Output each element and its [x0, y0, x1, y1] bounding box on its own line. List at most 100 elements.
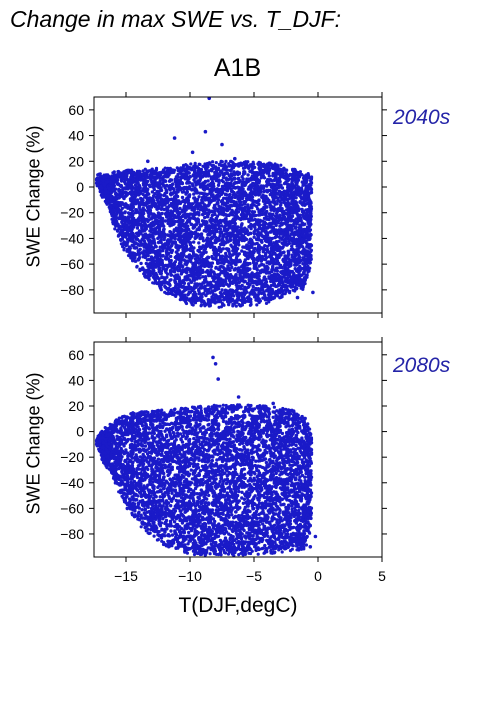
data-point [288, 258, 292, 263]
data-point [167, 246, 171, 250]
data-point [185, 285, 190, 289]
data-point [109, 191, 113, 195]
data-point [239, 200, 243, 204]
data-point [230, 253, 234, 257]
data-point [228, 184, 233, 188]
data-point [202, 192, 206, 196]
data-point [239, 291, 244, 295]
data-point [186, 204, 191, 208]
data-point [262, 176, 267, 180]
data-point [156, 236, 160, 241]
data-point [277, 276, 281, 280]
data-point [275, 266, 279, 270]
data-point [250, 214, 254, 218]
data-point [155, 273, 159, 277]
data-point [213, 205, 217, 209]
data-point [235, 202, 239, 206]
data-point [227, 278, 232, 283]
data-point [201, 275, 205, 279]
data-point [194, 188, 198, 192]
data-point [199, 234, 204, 239]
data-point [150, 240, 154, 245]
data-point [200, 258, 204, 263]
data-point [224, 297, 229, 302]
data-point [219, 199, 224, 204]
data-point [308, 228, 313, 232]
data-point [231, 224, 235, 229]
data-point [134, 178, 139, 182]
data-point [290, 211, 294, 215]
data-point [169, 273, 173, 277]
data-point [234, 278, 238, 282]
data-point [227, 174, 232, 178]
data-point [201, 212, 205, 217]
data-point [252, 280, 257, 284]
data-point [192, 169, 197, 173]
data-point [246, 203, 250, 207]
data-point [284, 284, 289, 288]
data-point [138, 208, 143, 212]
data-point [299, 240, 304, 244]
data-point [183, 245, 187, 250]
data-point [115, 181, 120, 186]
data-point [220, 212, 224, 216]
data-point [197, 195, 201, 199]
data-point [213, 170, 217, 175]
data-point [255, 228, 259, 232]
data-point [269, 222, 273, 226]
data-point [148, 244, 152, 248]
data-point [224, 258, 229, 262]
data-point [197, 288, 201, 292]
data-point [149, 217, 154, 221]
data-point [166, 184, 171, 188]
data-point [308, 233, 313, 237]
data-point [262, 276, 266, 280]
data-point [286, 234, 290, 239]
data-point [187, 267, 191, 271]
data-point [291, 199, 296, 204]
data-point [253, 272, 257, 277]
data-point [251, 218, 255, 222]
data-point [277, 255, 281, 260]
data-point [166, 218, 170, 223]
data-point [153, 249, 157, 254]
data-point [230, 178, 234, 182]
data-point [231, 199, 235, 204]
data-point [146, 251, 151, 255]
data-point [307, 216, 311, 220]
data-point [221, 167, 225, 171]
data-point [268, 239, 272, 243]
data-point [275, 245, 280, 249]
data-point [141, 210, 145, 215]
data-point [278, 228, 283, 232]
data-point [284, 259, 288, 263]
data-point [130, 209, 135, 213]
data-point [267, 217, 271, 222]
data-point [211, 292, 216, 297]
data-point [291, 176, 295, 181]
data-point [257, 279, 261, 283]
data-point [296, 247, 300, 252]
data-point [203, 262, 207, 266]
data-point [182, 213, 186, 217]
data-point [227, 239, 232, 243]
data-point [255, 200, 259, 205]
data-point [255, 282, 259, 287]
data-point [308, 221, 312, 225]
data-point [204, 184, 208, 189]
data-point [188, 212, 192, 216]
data-point [237, 280, 241, 285]
data-point [208, 183, 212, 187]
data-point [271, 212, 275, 217]
data-point [137, 229, 142, 233]
data-point [259, 287, 263, 291]
data-point [183, 267, 188, 272]
data-point [162, 193, 166, 198]
data-point [172, 236, 176, 240]
data-point [302, 195, 306, 199]
data-point [213, 235, 218, 239]
data-point [183, 262, 187, 266]
data-point [264, 271, 269, 275]
data-point [172, 216, 176, 220]
data-point [279, 251, 283, 255]
